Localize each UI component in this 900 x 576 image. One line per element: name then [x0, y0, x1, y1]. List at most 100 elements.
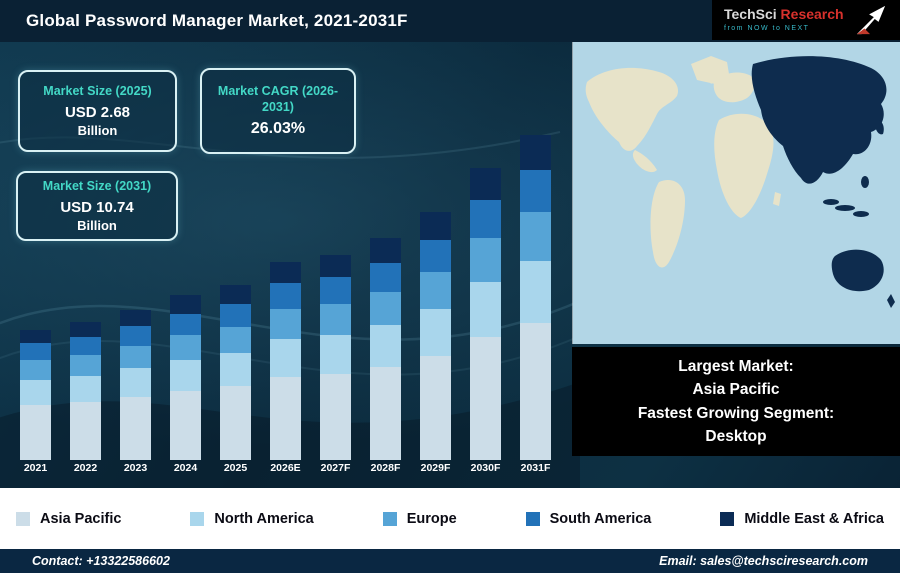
footer-bar: Contact: +13322586602 Email: sales@techs…: [0, 549, 900, 573]
bar-segment-middle-east-africa: [320, 255, 351, 277]
legend-swatch-europe: [382, 511, 397, 526]
techsci-logo: TechSci Research from NOW to NEXT: [712, 0, 900, 40]
card-title: Market Size (2031): [42, 178, 152, 193]
bar-segment-middle-east-africa: [420, 212, 451, 240]
bar-segment-europe: [220, 327, 251, 353]
map-australia-highlighted: [831, 249, 884, 292]
bar-segment-europe: [520, 212, 551, 261]
bar-segment-europe: [170, 335, 201, 360]
bar-segment-south-america: [370, 263, 401, 292]
axis-label-2028f: 2028F: [370, 462, 401, 474]
card-market-size-2025: Market Size (2025) USD 2.68 Billion: [18, 70, 177, 152]
bar-2023: [120, 310, 151, 460]
axis-label-2025: 2025: [223, 462, 248, 474]
map-indonesia-2: [835, 205, 855, 211]
bar-2026e: [270, 262, 301, 460]
x-axis-labels: 2021 2022 2023 2024 2025 2026E 2027F 2028F 2029F…: [20, 462, 551, 474]
legend-item-europe: Europe: [382, 511, 457, 527]
map-japan: [875, 120, 884, 135]
bar-segment-asia-pacific: [470, 337, 501, 460]
card-value: 26.03%: [250, 120, 306, 138]
bar-segment-north-america: [270, 339, 301, 377]
map-south-america: [650, 180, 685, 268]
legend-swatch-middle-east-africa: [720, 511, 735, 526]
largest-market-value: Asia Pacific: [692, 381, 780, 399]
bar-segment-south-america: [70, 337, 101, 355]
bar-segment-europe: [470, 238, 501, 282]
map-india: [803, 150, 819, 183]
logo-tagline: from NOW to NEXT: [724, 24, 810, 32]
map-madagascar: [773, 192, 781, 206]
bar-segment-north-america: [520, 261, 551, 323]
bar-segment-south-america: [20, 343, 51, 360]
legend-item-asia-pacific: Asia Pacific: [16, 511, 121, 527]
bar-segment-middle-east-africa: [120, 310, 151, 326]
map-north-america: [585, 67, 679, 151]
legend-swatch-north-america: [190, 511, 205, 526]
bar-segment-south-america: [320, 277, 351, 304]
bar-2024: [170, 295, 201, 460]
legend-swatch-asia-pacific: [16, 511, 30, 526]
bar-segment-middle-east-africa: [520, 135, 551, 170]
bar-segment-europe: [70, 355, 101, 376]
card-market-size-2031: Market Size (2031) USD 10.74 Billion: [16, 171, 178, 241]
bar-segment-south-america: [220, 304, 251, 327]
card-value: USD 10.74: [60, 199, 134, 217]
bar-segment-asia-pacific: [170, 391, 201, 460]
largest-market-label: Largest Market:: [678, 358, 794, 375]
map-uk: [707, 72, 717, 84]
legend-item-south-america: South America: [525, 510, 652, 527]
bar-segment-asia-pacific: [520, 323, 551, 460]
fastest-segment-value: Desktop: [705, 427, 767, 445]
axis-label-2023: 2023: [123, 462, 148, 474]
bar-segment-north-america: [20, 380, 51, 405]
bar-segment-north-america: [370, 325, 401, 367]
logo-text: TechSci Research from NOW to NEXT: [724, 7, 844, 32]
bar-segment-europe: [320, 304, 351, 335]
bar-2022: [70, 322, 101, 460]
stacked-bar-chart: [20, 135, 551, 460]
bar-2027f: [320, 255, 351, 460]
bar-segment-europe: [420, 272, 451, 309]
bar-segment-north-america: [220, 353, 251, 386]
card-unit: Billion: [77, 123, 118, 139]
bar-segment-europe: [120, 346, 151, 368]
axis-label-2022: 2022: [73, 462, 98, 474]
bar-2021: [20, 330, 51, 460]
bar-segment-north-america: [170, 360, 201, 391]
bar-2025: [220, 285, 251, 460]
bar-segment-south-america: [420, 240, 451, 272]
bar-segment-north-america: [420, 309, 451, 356]
map-asia-highlighted: [751, 56, 887, 184]
bar-2031f: [520, 135, 551, 460]
bar-2028f: [370, 238, 401, 460]
fastest-segment-label: Fastest Growing Segment:: [637, 404, 835, 422]
bar-segment-middle-east-africa: [470, 168, 501, 200]
map-central-america: [632, 150, 657, 173]
bar-segment-south-america: [170, 314, 201, 335]
logo-arrow-icon: [856, 5, 885, 35]
bar-segment-north-america: [120, 368, 151, 397]
bar-segment-north-america: [70, 376, 101, 402]
legend-label-middle-east-africa: Middle East & Africa: [744, 510, 884, 527]
bar-segment-asia-pacific: [20, 405, 51, 460]
legend-label-south-america: South America: [549, 510, 652, 527]
axis-label-2030f: 2030F: [470, 462, 501, 474]
map-new-zealand: [887, 294, 895, 308]
bar-segment-south-america: [120, 326, 151, 346]
bar-segment-asia-pacific: [370, 367, 401, 460]
bar-segment-middle-east-africa: [270, 262, 301, 283]
legend-label-north-america: North America: [214, 510, 314, 527]
email-text: Email: sales@techsciresearch.com: [659, 554, 868, 568]
logo-brand-primary: TechSci: [724, 6, 777, 23]
axis-label-2021: 2021: [23, 462, 48, 474]
legend-item-middle-east-africa: Middle East & Africa: [720, 511, 884, 527]
world-map-panel: [572, 42, 900, 344]
bar-segment-asia-pacific: [420, 356, 451, 460]
highlight-box: Largest Market: Asia Pacific Fastest Gro…: [572, 347, 900, 456]
logo-brand: TechSci Research: [724, 7, 844, 22]
axis-label-2029f: 2029F: [420, 462, 451, 474]
bar-segment-middle-east-africa: [370, 238, 401, 263]
logo-brand-secondary: Research: [780, 6, 844, 23]
